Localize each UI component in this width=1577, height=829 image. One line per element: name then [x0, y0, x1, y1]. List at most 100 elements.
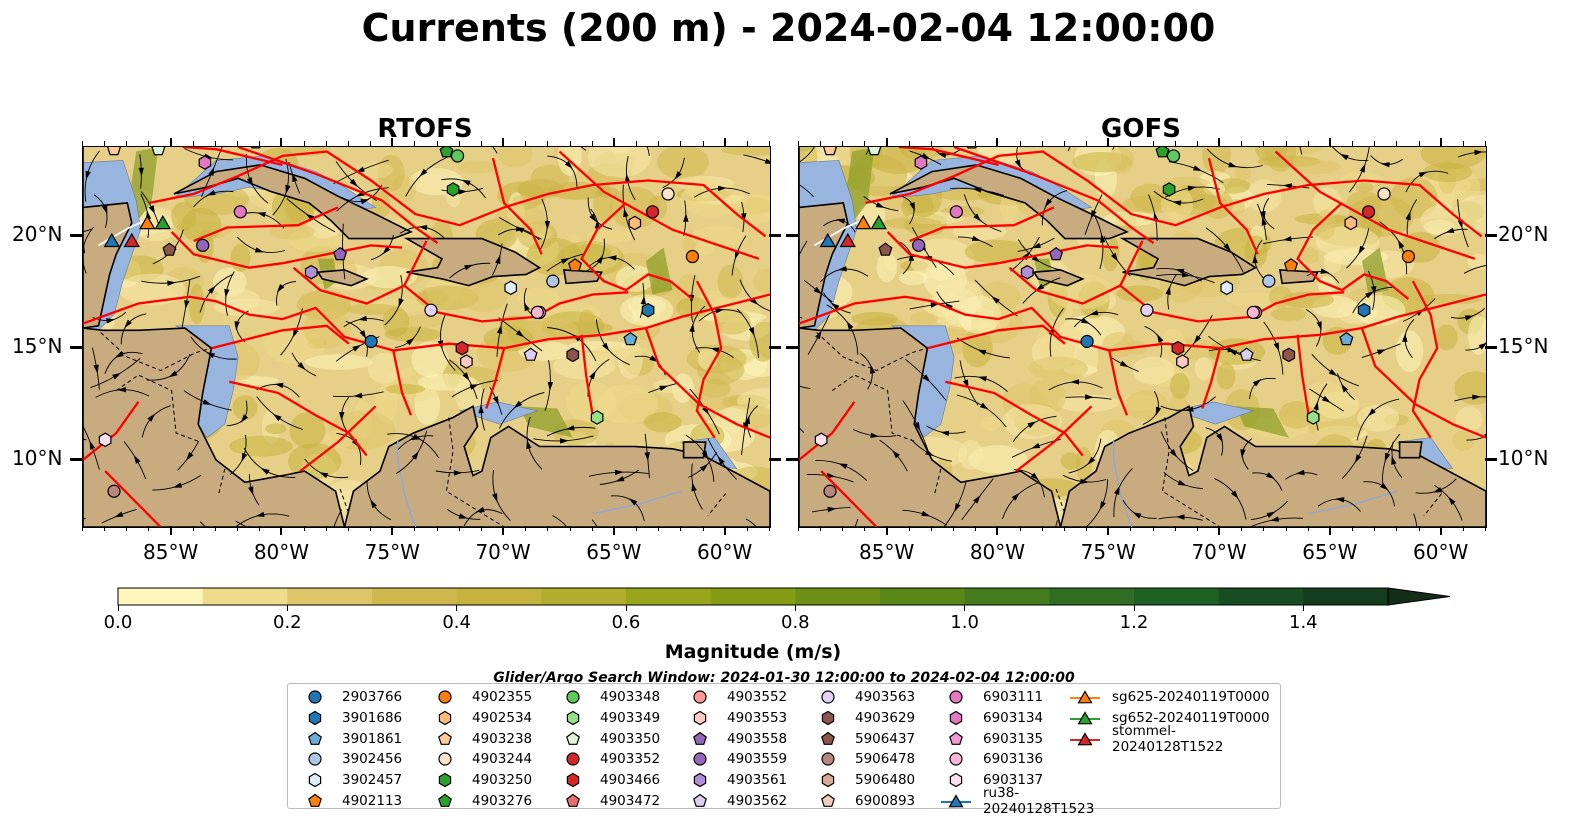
- legend-label: 6903134: [983, 709, 1044, 726]
- lon-minor-tick: [908, 526, 910, 531]
- legend-item: 4902113: [296, 791, 424, 811]
- legend-label: 4903352: [600, 751, 661, 768]
- argo-float-4903348: [1166, 149, 1181, 163]
- argo-float-6903137: [814, 432, 828, 448]
- lon-minor-tick: [170, 526, 172, 531]
- argo-float-3902457: [1220, 280, 1233, 296]
- lon-minor-tick: [1174, 141, 1176, 146]
- legend-item: 4903629: [809, 708, 937, 728]
- legend-item: 6900893: [809, 791, 937, 811]
- streamlines: [83, 147, 770, 527]
- lon-minor-tick: [820, 141, 822, 146]
- legend-item: 3901861: [296, 729, 424, 749]
- legend-marker: [438, 793, 452, 807]
- legend-marker: [438, 772, 452, 788]
- legend-item: 4903553: [681, 708, 809, 728]
- colorbar-tick-mark: [117, 605, 119, 611]
- lon-minor-tick: [347, 526, 349, 531]
- lon-minor-tick: [237, 141, 239, 146]
- argo-float-4903559: [196, 238, 210, 252]
- legend-item: 3902456: [296, 749, 424, 769]
- legend-marker: [693, 793, 707, 807]
- legend-marker: [438, 752, 452, 766]
- legend-label: 4903563: [855, 689, 916, 705]
- legend-label: 6900893: [855, 793, 916, 809]
- legend-marker: [566, 690, 580, 704]
- argo-float-5906437: [878, 242, 893, 256]
- argo-float-4903244: [661, 187, 675, 201]
- lon-minor-tick: [1285, 141, 1287, 146]
- lon-minor-tick: [680, 141, 682, 146]
- lon-minor-tick: [680, 526, 682, 531]
- argo-float-4902113: [1283, 258, 1299, 272]
- lat-tick: [769, 346, 781, 350]
- lon-minor-tick: [1418, 526, 1420, 531]
- lon-minor-tick: [1307, 526, 1309, 531]
- argo-float-6903111: [233, 205, 247, 219]
- argo-float-4903553: [460, 354, 473, 369]
- lon-minor-tick: [636, 526, 638, 531]
- lon-minor-tick: [724, 141, 726, 146]
- legend-marker: [308, 690, 322, 704]
- legend-marker: [308, 710, 322, 725]
- lon-minor-tick: [126, 141, 128, 146]
- colorbar-segment: [1218, 588, 1304, 605]
- glider-stommel: [123, 232, 140, 248]
- legend-marker: [821, 793, 835, 807]
- legend-label: 4903559: [727, 751, 788, 768]
- colorbar-tick-mark: [286, 605, 288, 611]
- lon-minor-tick: [1418, 141, 1420, 146]
- lon-label: 60°W: [697, 540, 753, 564]
- glider-sg652: [154, 214, 171, 230]
- argo-float-4902355: [685, 249, 700, 264]
- lon-minor-tick: [1063, 141, 1065, 146]
- legend-item: 4903466: [554, 770, 681, 790]
- argo-float-4903558: [1049, 246, 1064, 261]
- legend-label: 5906478: [855, 751, 916, 768]
- legend-marker: [438, 731, 452, 745]
- lon-minor-tick: [414, 141, 416, 146]
- glider-ru38: [103, 232, 121, 248]
- legend-item: 6903111: [937, 687, 1066, 707]
- legend-marker: [566, 793, 580, 807]
- argo-float-3901861: [1339, 331, 1354, 346]
- lat-tick: [786, 457, 798, 461]
- colorbar-tick-mark: [456, 605, 458, 611]
- colorbar-tick-label: 1.4: [1289, 612, 1318, 633]
- legend-item: 4903348: [554, 687, 681, 707]
- lon-minor-tick: [525, 526, 527, 531]
- lon-minor-tick: [192, 141, 194, 146]
- colorbar-segment: [541, 588, 627, 605]
- legend-label: sg625-20240119T0000: [1112, 689, 1270, 705]
- panel-title-gofs: GOFS: [1101, 114, 1181, 144]
- legend-label: 3901686: [342, 709, 403, 726]
- lon-minor-tick: [1263, 141, 1265, 146]
- lat-tick: [769, 234, 781, 238]
- lon-minor-tick: [1329, 526, 1331, 531]
- lon-minor-tick: [1485, 141, 1486, 146]
- legend-label: ru38-20240128T1523: [983, 785, 1095, 817]
- colorbar-segment: [118, 588, 204, 605]
- legend-label: 4903553: [727, 709, 788, 726]
- colorbar-segment: [710, 588, 796, 605]
- map-gofs: [798, 146, 1487, 528]
- lon-minor-tick: [1396, 141, 1398, 146]
- colorbar-tick-mark: [1133, 605, 1135, 611]
- lon-minor-tick: [842, 141, 844, 146]
- argo-float-3902456: [546, 274, 560, 288]
- legend-marker: [1070, 690, 1100, 704]
- lon-minor-tick: [613, 141, 615, 146]
- argo-float-4903276: [439, 147, 454, 158]
- lon-minor-tick: [1352, 141, 1354, 146]
- lon-minor-tick: [104, 141, 106, 146]
- argo-float-4903466: [455, 340, 469, 356]
- legend-marker: [566, 772, 580, 788]
- argo-float-4903352: [645, 205, 660, 219]
- lon-minor-tick: [591, 141, 593, 146]
- lon-minor-tick: [436, 141, 438, 146]
- argo-float-4903349: [590, 410, 604, 425]
- legend-label: 4903348: [600, 689, 661, 705]
- legend-label: 4903250: [472, 772, 533, 789]
- legend-marker: [949, 752, 963, 766]
- legend-label: 4903244: [472, 751, 533, 768]
